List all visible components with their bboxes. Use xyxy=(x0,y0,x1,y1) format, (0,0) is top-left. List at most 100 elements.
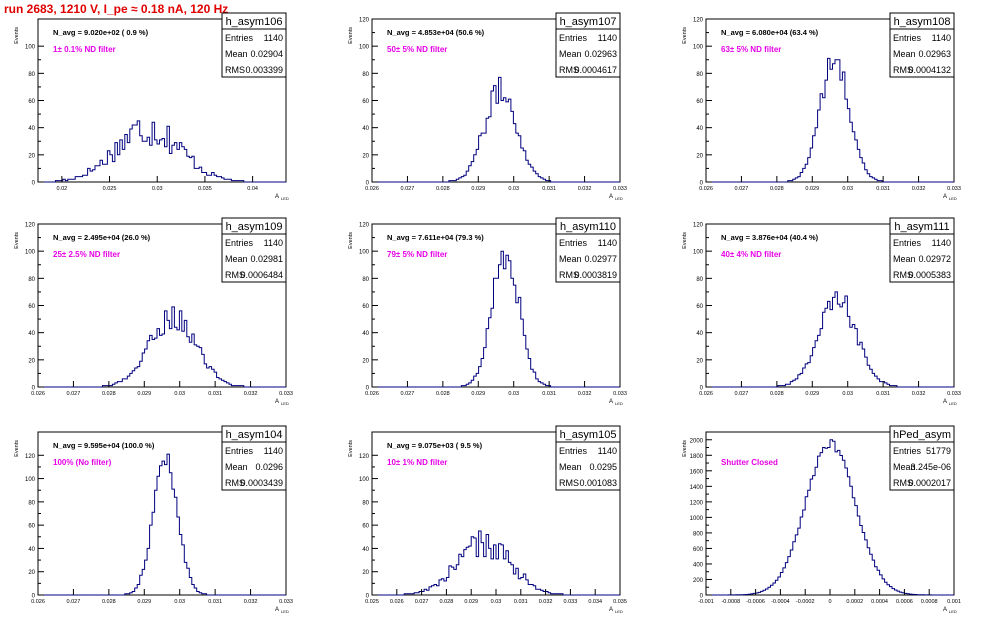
filter-annotation: 10± 1% ND filter xyxy=(387,458,447,467)
y-tick-label: 20 xyxy=(28,153,35,159)
navg-label: N_avg = 9.075e+03 ( 9.5 %) xyxy=(387,441,483,450)
y-tick-label: 120 xyxy=(359,454,370,460)
histogram-panel-h_asym104: 0 20 40 60 80 100 120 0.026 0.027 0.028 0.029 0.03 0… xyxy=(14,425,293,614)
histogram-panel-h_asym110: 0 20 40 60 80 100 120 0.026 0.027 0.028 0.029 0.03 0… xyxy=(348,217,627,406)
y-tick-label: 1000 xyxy=(690,516,704,522)
x-axis-label: A xyxy=(275,607,279,613)
x-tick-label: 0.031 xyxy=(542,391,556,397)
stats-value: 3.245e-06 xyxy=(910,462,951,472)
x-tick-label: 0.028 xyxy=(436,391,450,397)
stats-value: 0.001083 xyxy=(579,478,617,488)
stats-label: Mean xyxy=(225,49,248,59)
stats-label: Mean xyxy=(559,462,582,472)
x-tick-label: 0.032 xyxy=(912,391,926,397)
y-tick-label: 80 xyxy=(362,500,369,506)
x-tick-label: -0.0006 xyxy=(746,599,765,605)
y-tick-label: 100 xyxy=(25,250,36,256)
histogram-panel-hPed_asym: 0 200 400 600 800 1000 1200 1400 1600 1800 2000 -0.… xyxy=(682,425,961,614)
y-tick-label: 2000 xyxy=(690,438,704,444)
stats-value: 51779 xyxy=(926,446,951,456)
stats-box xyxy=(555,217,621,283)
histogram-line xyxy=(38,120,286,183)
x-tick-label: 0.028 xyxy=(102,599,116,605)
y-tick-label: 0 xyxy=(366,594,370,600)
navg-label: N_avg = 3.876e+04 (40.4 %) xyxy=(721,233,819,242)
x-tick-label: 0.025 xyxy=(103,186,117,192)
x-tick-label: 0.03 xyxy=(491,599,502,605)
histogram-line xyxy=(38,306,286,388)
x-tick-label: 0.03 xyxy=(174,391,185,397)
x-tick-label: 0.027 xyxy=(415,599,429,605)
stats-value: 0.02963 xyxy=(918,49,951,59)
y-tick-label: 40 xyxy=(28,126,35,132)
y-axis-label: Events xyxy=(682,27,688,44)
y-tick-label: 600 xyxy=(693,547,704,553)
y-axis-label: Events xyxy=(348,27,354,44)
x-tick-label: 0.029 xyxy=(805,391,819,397)
stats-value: 0.0006484 xyxy=(240,270,283,280)
y-tick-label: 80 xyxy=(28,500,35,506)
stats-label: Entries xyxy=(559,238,588,248)
x-tick-label: 0 xyxy=(828,599,831,605)
y-tick-label: 40 xyxy=(28,331,35,337)
x-axis-label: A xyxy=(609,607,613,613)
x-tick-label: 0.0008 xyxy=(921,599,938,605)
x-tick-label: 0.033 xyxy=(279,599,293,605)
y-tick-label: 60 xyxy=(28,99,35,105)
x-tick-label: 0.027 xyxy=(67,599,81,605)
histogram-name: h_asym105 xyxy=(560,429,617,441)
y-tick-label: 100 xyxy=(25,477,36,483)
y-tick-label: 80 xyxy=(362,277,369,283)
stats-label: RMS xyxy=(559,270,579,280)
stats-label: Entries xyxy=(559,33,588,43)
y-tick-label: 60 xyxy=(362,99,369,105)
filter-annotation: 79± 5% ND filter xyxy=(387,250,447,259)
stats-value: 0.02904 xyxy=(250,49,283,59)
x-axis-label: A xyxy=(609,194,613,200)
stats-label: RMS xyxy=(893,270,913,280)
y-tick-label: 20 xyxy=(28,358,35,364)
histogram-panel-h_asym105: 0 20 40 60 80 100 120 0.025 0.026 0.027 0.028 0.029… xyxy=(348,425,627,614)
y-axis-label: Events xyxy=(682,440,688,457)
y-tick-label: 20 xyxy=(696,358,703,364)
stats-label: Entries xyxy=(893,238,922,248)
stats-value: 0.0002017 xyxy=(908,478,951,488)
filter-annotation: 50± 5% ND filter xyxy=(387,45,447,54)
x-tick-label: 0.031 xyxy=(208,391,222,397)
stats-box xyxy=(221,425,287,491)
x-tick-label: 0.028 xyxy=(770,186,784,192)
stats-label: Entries xyxy=(893,446,922,456)
stats-label: Entries xyxy=(225,238,254,248)
x-tick-label: 0.026 xyxy=(31,599,45,605)
x-tick-label: 0.027 xyxy=(735,391,749,397)
y-tick-label: 200 xyxy=(693,578,704,584)
stats-value: 1140 xyxy=(264,446,283,456)
histogram-line xyxy=(372,250,620,388)
y-tick-label: 1400 xyxy=(690,485,704,491)
histogram-line xyxy=(38,453,286,596)
x-axis-label: A xyxy=(275,399,279,405)
x-tick-label: 0.027 xyxy=(401,391,415,397)
x-tick-label: 0.03 xyxy=(508,186,519,192)
y-tick-label: 40 xyxy=(696,331,703,337)
stats-value: 0.003399 xyxy=(245,65,283,75)
x-tick-label: 0.03 xyxy=(508,391,519,397)
stats-label: Entries xyxy=(893,33,922,43)
stats-value: 0.0296 xyxy=(255,462,283,472)
x-tick-label: 0.026 xyxy=(699,186,713,192)
x-tick-label: 0.026 xyxy=(390,599,404,605)
stats-value: 1140 xyxy=(598,33,617,43)
navg-label: N_avg = 6.080e+04 (63.4 %) xyxy=(721,28,819,37)
y-axis-label: Events xyxy=(14,27,20,44)
stats-box xyxy=(889,425,955,491)
y-axis-label: Events xyxy=(14,232,20,249)
stats-label: Entries xyxy=(225,33,254,43)
stats-label: Entries xyxy=(559,446,588,456)
x-tick-label: 0.001 xyxy=(947,599,961,605)
navg-label: N_avg = 7.611e+04 (79.3 %) xyxy=(387,233,484,242)
stats-label: RMS xyxy=(225,478,245,488)
page-title: run 2683, 1210 V, I_pe ≈ 0.18 nA, 120 Hz xyxy=(4,2,229,16)
x-tick-label: 0.026 xyxy=(699,391,713,397)
x-tick-label: 0.033 xyxy=(613,186,627,192)
filter-annotation: 25± 2.5% ND filter xyxy=(53,250,120,259)
